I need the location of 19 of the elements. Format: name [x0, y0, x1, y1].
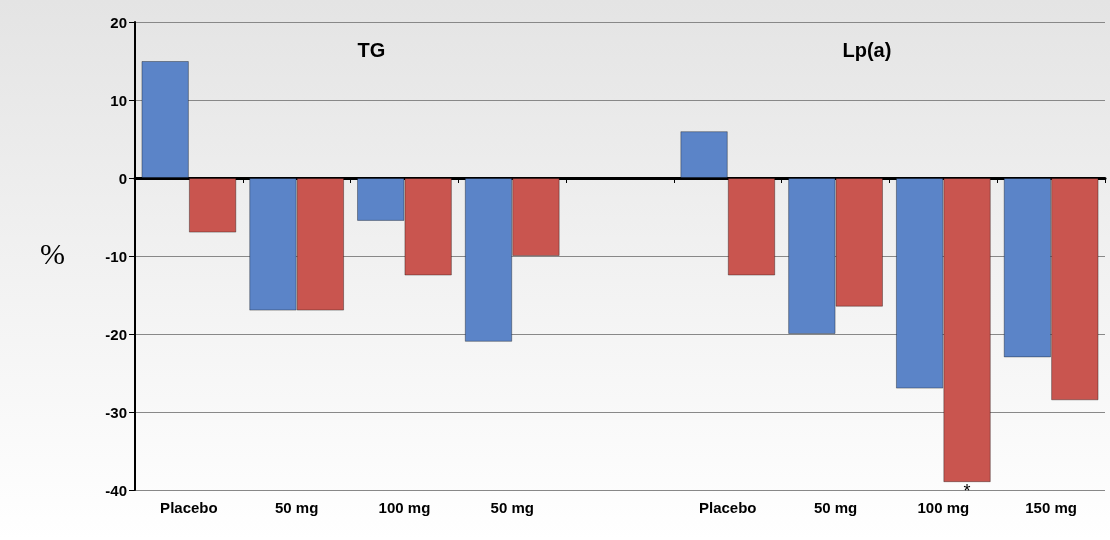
- x-tick-label: 150 mg: [1025, 499, 1077, 516]
- y-tick-label: -10: [105, 247, 127, 265]
- y-tick-label: -30: [105, 403, 127, 421]
- annotation: TG: [357, 39, 386, 61]
- y-tick-label: 0: [118, 169, 127, 187]
- x-tick-label: Placebo: [160, 499, 218, 516]
- annotation: Lp(a): [842, 39, 892, 61]
- x-tick-label: 100 mg: [917, 499, 970, 516]
- x-tick-label: 100 mg: [378, 499, 431, 516]
- y-tick-label: -20: [105, 325, 127, 343]
- y-tick-label: -40: [105, 481, 127, 499]
- x-tick-label: 50 mg: [813, 499, 858, 516]
- data-label: *: [963, 481, 971, 502]
- y-tick-label: 20: [110, 13, 127, 31]
- y-axis-title: %: [40, 236, 65, 270]
- y-tick-label: 10: [110, 91, 127, 109]
- x-tick-label: 50 mg: [274, 499, 319, 516]
- x-tick-label: Placebo: [699, 499, 757, 516]
- x-tick-label: 50 mg: [490, 499, 534, 516]
